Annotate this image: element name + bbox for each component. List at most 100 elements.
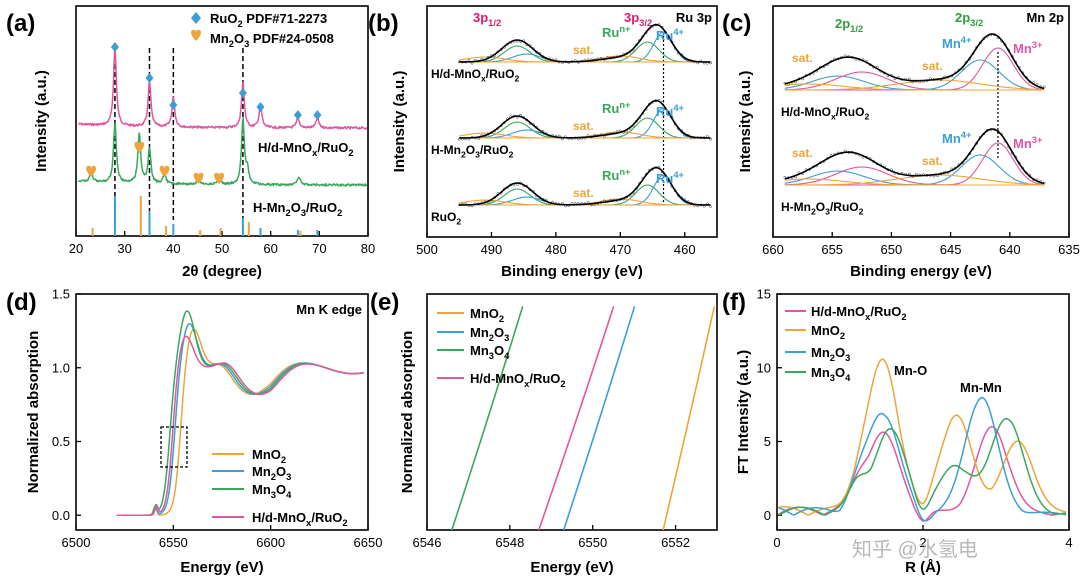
- panel-label-b: (b): [368, 10, 399, 37]
- blue-diamond-marker: [191, 12, 201, 24]
- x-tick-label: 6546: [413, 535, 442, 550]
- x-tick-label: 650: [881, 242, 903, 257]
- sat-label: sat.: [573, 119, 594, 133]
- spectrum-title: Mn 2p: [1026, 10, 1064, 25]
- mn2o3-peak-marker: [193, 172, 204, 184]
- peak-label-2p12: 2p1/2: [835, 16, 863, 34]
- xanes-curve: [116, 328, 364, 516]
- ft-exafs-curve: [778, 417, 1067, 516]
- xanes-curve: [116, 322, 364, 516]
- x-tick-label: 490: [481, 242, 503, 257]
- annotation-mn-mn: Mn-Mn: [960, 380, 1002, 395]
- panel-label-f: (f): [722, 289, 746, 316]
- legend-label: MnO2: [811, 323, 845, 341]
- y-axis-title: Normalized absorption: [25, 331, 42, 494]
- ruo2-peak-marker: [238, 88, 247, 98]
- series-label: RuO2: [431, 210, 461, 227]
- sat-label: sat.: [922, 154, 943, 168]
- x-axis-title: 2θ (degree): [182, 263, 262, 280]
- y-axis-title: Intensity (a.u.): [33, 70, 50, 172]
- y-axis-title: FT Intensity (a.u.): [735, 350, 752, 474]
- x-tick-label: 2: [919, 535, 926, 550]
- y-tick-label: 10: [757, 360, 771, 375]
- legend-label: Mn2O3: [252, 464, 291, 482]
- zoom-box: [160, 426, 188, 468]
- x-axis-title: Energy (eV): [530, 559, 613, 576]
- zoomed-edge-curve: [662, 306, 716, 531]
- peak-label-2p32: 2p3/2: [955, 10, 983, 28]
- zoomed-edge-curve: [538, 306, 615, 531]
- legend-label: MnO2: [252, 447, 286, 465]
- legend-label: H/d-MnOx/RuO2: [470, 371, 566, 389]
- x-tick-label: 70: [312, 241, 326, 256]
- peak-label-3p12: 3p1/2: [473, 10, 501, 28]
- sat-label: sat.: [922, 59, 943, 73]
- legend-label: Mn3O4: [252, 482, 292, 500]
- mn4-label: Mn4+: [942, 130, 972, 146]
- legend-label: MnO2: [470, 306, 504, 324]
- fit-component: [784, 178, 1045, 186]
- ru4-label: Ru4+: [656, 170, 685, 186]
- panel-e-frame: [426, 293, 718, 531]
- series-label: H/d-MnOx/RuO2: [431, 67, 519, 84]
- y-axis-title: Intensity (a.u.): [391, 71, 408, 173]
- y-tick-label: 1.0: [52, 360, 70, 375]
- panel-label-a: (a): [6, 10, 35, 37]
- fit-component: [784, 154, 1045, 186]
- envelope-fit: [459, 23, 711, 63]
- mn2o3-peak-marker: [159, 165, 170, 177]
- envelope-fit: [784, 128, 1045, 185]
- envelope-fit: [459, 166, 711, 206]
- ft-exafs-curve: [778, 396, 1067, 522]
- x-axis-title: Binding energy (eV): [501, 263, 643, 280]
- legend-label: H/d-MnOx/RuO2: [252, 510, 348, 528]
- zoomed-edge-curve: [562, 306, 636, 531]
- fit-component: [784, 79, 1045, 91]
- ruo2-peak-marker: [110, 42, 119, 52]
- x-tick-label: 6600: [256, 535, 285, 550]
- y-axis-title: Intensity (a.u.): [737, 71, 754, 173]
- fit-component: [784, 83, 1045, 91]
- x-tick-label: 6552: [661, 535, 690, 550]
- ruo2-peak-marker: [313, 110, 322, 120]
- ft-exafs-curve: [778, 358, 1067, 516]
- spectrum-title: Ru 3p: [676, 10, 712, 25]
- run-label: Run+: [602, 167, 631, 183]
- fit-component: [784, 174, 1045, 186]
- y-tick-label: 5: [764, 434, 771, 449]
- x-tick-label: 655: [821, 242, 843, 257]
- watermark: 知乎 @水氢电: [852, 538, 978, 561]
- x-tick-label: 80: [361, 241, 375, 256]
- panel-label-e: (e): [370, 289, 399, 316]
- zoomed-edge-curve: [451, 306, 524, 531]
- x-tick-label: 50: [215, 241, 229, 256]
- x-tick-label: 645: [940, 242, 962, 257]
- panel-label-d: (d): [6, 289, 37, 316]
- xanes-curve: [116, 335, 364, 516]
- x-tick-label: 30: [117, 241, 131, 256]
- run-label: Run+: [602, 100, 631, 116]
- legend-label: Mn3O4: [470, 343, 510, 361]
- envelope-fit: [459, 99, 711, 139]
- peak-label-3p32: 3p3/2: [624, 10, 652, 28]
- x-tick-label: 635: [1058, 242, 1080, 257]
- xanes-curve: [116, 310, 364, 516]
- x-tick-label: 40: [166, 241, 180, 256]
- mn2o3-peak-marker: [134, 141, 145, 153]
- run-label: Run+: [602, 24, 631, 40]
- x-tick-label: 470: [609, 242, 631, 257]
- mn2o3-peak-marker: [214, 172, 225, 184]
- legend-ruo2: RuO2 PDF#71-2273: [210, 11, 327, 29]
- panel-d-frame: [75, 293, 369, 531]
- x-tick-label: 4: [1065, 535, 1072, 550]
- orange-heart-marker: [191, 29, 201, 41]
- series-label: H-Mn2O3/RuO2: [781, 200, 864, 217]
- x-axis-title: R (Å): [905, 559, 941, 576]
- ruo2-peak-marker: [293, 110, 302, 120]
- x-tick-label: 0: [773, 535, 780, 550]
- envelope-fit: [784, 33, 1045, 90]
- annotation-mn-o: Mn-O: [894, 363, 927, 378]
- x-axis-title: Binding energy (eV): [850, 263, 992, 280]
- x-tick-label: 6650: [354, 535, 383, 550]
